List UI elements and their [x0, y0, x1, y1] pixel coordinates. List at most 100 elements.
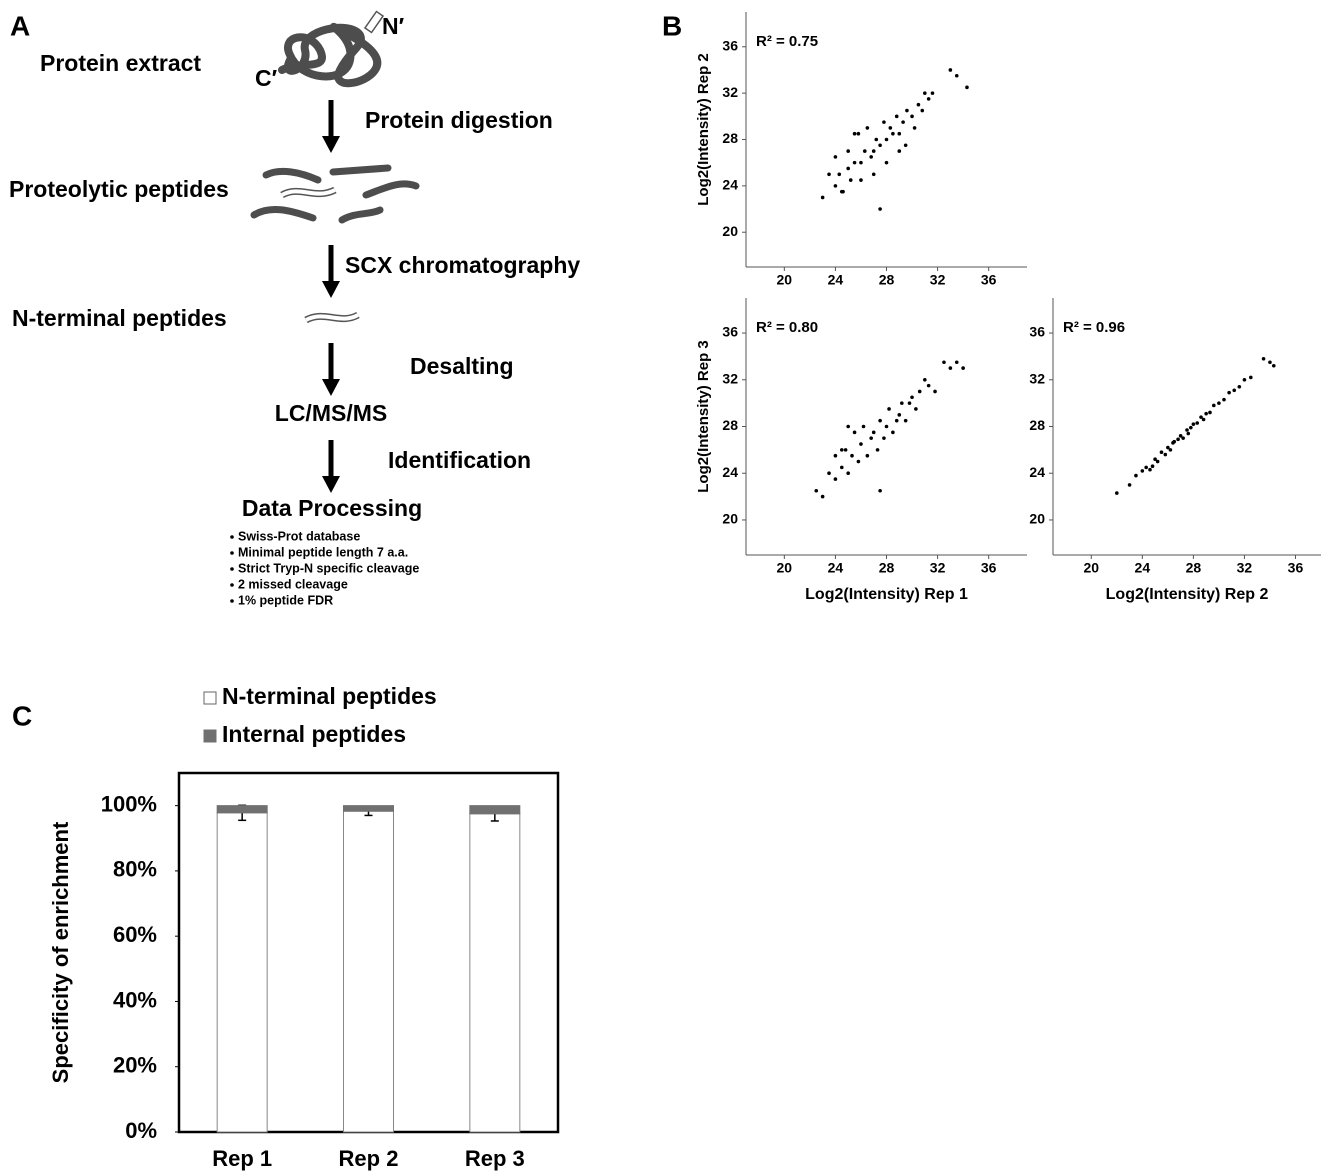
- point: [856, 459, 861, 464]
- point: [930, 91, 935, 95]
- y-tick-label: 36: [1029, 324, 1045, 340]
- y-tick-label: 0%: [125, 1118, 157, 1143]
- x-tick-label: 28: [879, 272, 895, 288]
- bar-segment: [469, 813, 521, 1133]
- y-tick-label: 24: [722, 177, 738, 193]
- n-terminal-peptide: [305, 313, 359, 322]
- n-terminal-peptide: [281, 188, 336, 197]
- point: [948, 366, 953, 370]
- point: [882, 436, 886, 440]
- x-tick-label: 20: [777, 560, 793, 576]
- x-tick-label: 32: [930, 560, 946, 576]
- point: [1150, 464, 1155, 469]
- point: [894, 418, 899, 423]
- point: [888, 126, 893, 130]
- point: [814, 488, 819, 493]
- point: [954, 360, 959, 365]
- point: [846, 471, 850, 476]
- point: [917, 389, 922, 394]
- point: [923, 91, 927, 95]
- point: [833, 155, 838, 159]
- step-label: Protein extract: [40, 50, 201, 76]
- point: [907, 401, 912, 405]
- y-tick-label: 60%: [113, 922, 157, 947]
- y-axis-label: Specificity of enrichment: [48, 821, 73, 1083]
- x-tick-label: 36: [1288, 560, 1304, 576]
- point: [878, 143, 882, 148]
- point: [852, 131, 857, 136]
- point: [1242, 377, 1247, 382]
- x-tick-label: 24: [828, 560, 844, 576]
- y-tick-label: 40%: [113, 987, 157, 1012]
- point: [884, 160, 889, 165]
- setting-item: 2 missed cleavage: [238, 577, 348, 591]
- point: [833, 453, 838, 458]
- legend-label: N-terminal peptides: [222, 683, 437, 709]
- point: [850, 453, 854, 458]
- point: [1148, 467, 1152, 472]
- point: [820, 195, 825, 200]
- terminus-label: C′: [255, 65, 278, 91]
- method-label: Desalting: [410, 353, 514, 379]
- charts: 20 24 28 32 36 20 24 28 32 36 R² = 0.75 Log2(Intens…: [48, 12, 1321, 1171]
- y-tick-label: 100%: [101, 791, 157, 816]
- point: [1191, 422, 1196, 426]
- point: [878, 488, 882, 493]
- bullet: [230, 551, 234, 555]
- point: [884, 137, 889, 142]
- point: [1217, 401, 1221, 405]
- bar-segment: [343, 810, 394, 1133]
- point: [820, 494, 825, 499]
- point: [1268, 360, 1272, 365]
- point: [846, 166, 850, 171]
- x-tick-label: Rep 2: [339, 1146, 399, 1171]
- point: [1212, 403, 1216, 408]
- x-tick-label: 32: [930, 272, 946, 288]
- point: [852, 160, 857, 165]
- point: [1163, 452, 1168, 457]
- point: [914, 407, 918, 411]
- point: [861, 424, 866, 429]
- y-tick-label: 24: [722, 464, 738, 480]
- point: [837, 172, 842, 177]
- point: [894, 114, 899, 119]
- point: [948, 68, 953, 72]
- step-label: LC/MS/MS: [275, 400, 387, 426]
- legend-swatch: [203, 729, 217, 743]
- point: [942, 360, 946, 365]
- point: [865, 126, 870, 130]
- n-terminus: [363, 10, 385, 34]
- point: [878, 207, 882, 211]
- x-axis-label: Log2(Intensity) Rep 2: [1106, 586, 1269, 603]
- point: [878, 418, 882, 423]
- point: [903, 143, 908, 148]
- point: [871, 149, 876, 153]
- peptides-icon: [250, 164, 420, 224]
- bar-segment: [343, 805, 394, 812]
- point: [912, 126, 917, 130]
- step-label: N-terminal peptides: [12, 305, 227, 331]
- point: [926, 383, 931, 388]
- point: [1168, 448, 1173, 452]
- point: [1185, 428, 1189, 432]
- point: [833, 477, 838, 481]
- point: [1271, 363, 1276, 368]
- point: [839, 448, 844, 452]
- point: [923, 377, 927, 382]
- point: [865, 453, 870, 458]
- method-label: SCX chromatography: [345, 252, 580, 278]
- point: [961, 366, 965, 370]
- point: [920, 108, 925, 113]
- point: [887, 407, 891, 411]
- point: [869, 436, 873, 440]
- point: [900, 401, 904, 405]
- point: [1189, 425, 1193, 430]
- bar-segment: [469, 805, 521, 815]
- point: [910, 395, 914, 400]
- point: [1261, 356, 1266, 361]
- x-tick-label: 20: [1083, 560, 1099, 576]
- x-tick-label: Rep 3: [465, 1146, 525, 1171]
- annotation: R² = 0.80: [756, 319, 818, 336]
- method-label: Protein digestion: [365, 107, 553, 133]
- protein-icon: [278, 22, 382, 88]
